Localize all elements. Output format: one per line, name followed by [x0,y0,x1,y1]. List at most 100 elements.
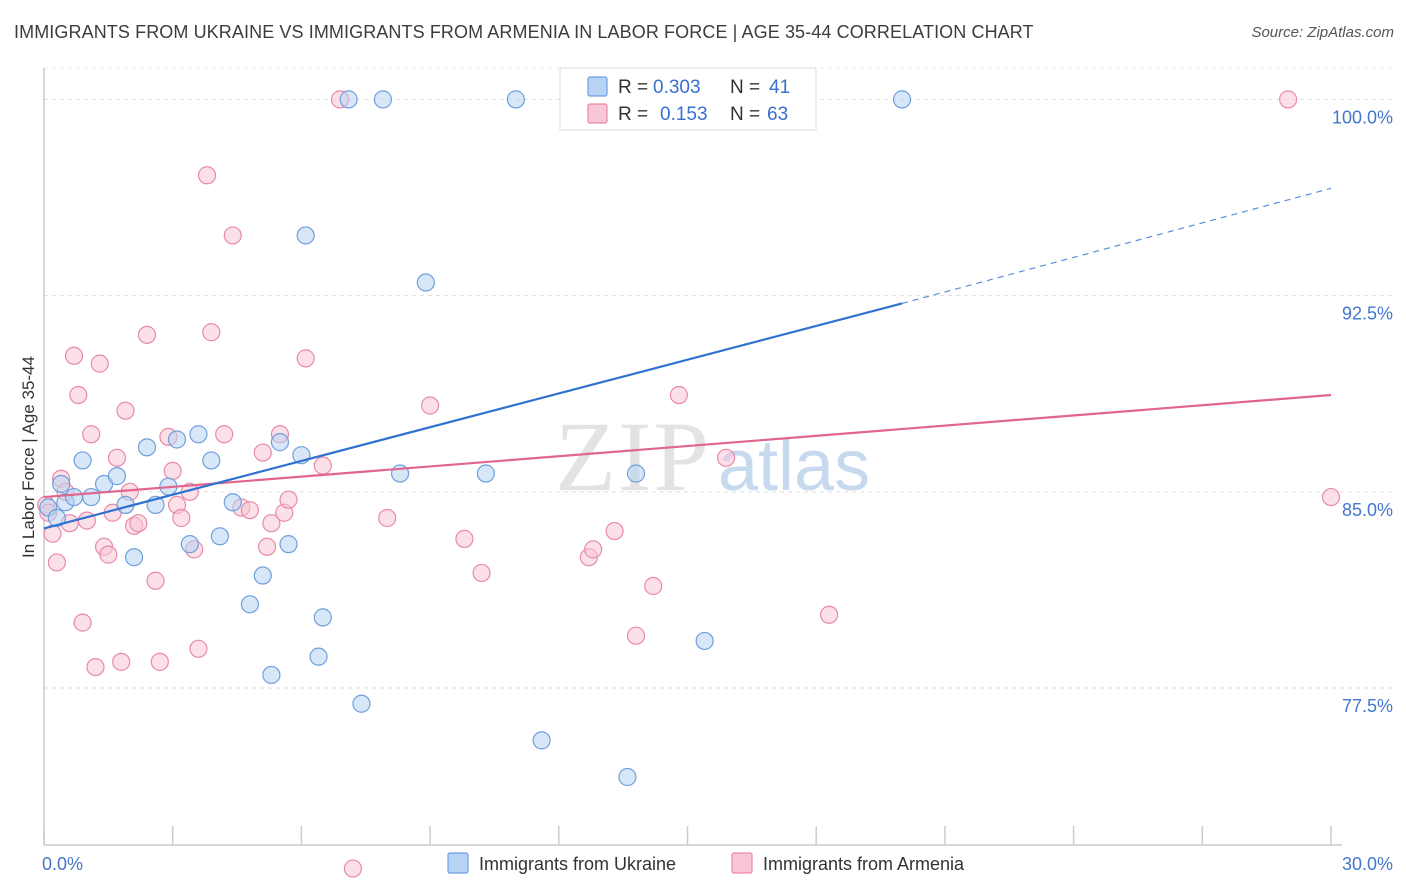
legend-swatch-armenia [587,103,608,124]
legend-n-value-armenia: 63 [767,104,788,125]
ukraine-point [202,451,221,470]
legend-r-value-ukraine: 0.303 [653,77,701,98]
ukraine-point [180,535,199,554]
armenia-point [146,571,165,590]
ukraine-point [223,493,242,512]
gridlines [44,67,1394,689]
top-legend: R = 0.303 N = 41 R = 0.153 N = 63 [559,67,817,131]
armenia-point [1278,90,1298,109]
armenia-point [253,443,272,462]
watermark: ZIP atlas [555,401,870,512]
chart-title: IMMIGRANTS FROM UKRAINE VS IMMIGRANTS FR… [14,22,1034,42]
ukraine-point [73,451,92,470]
ukraine-point [618,767,637,787]
armenia-point [215,425,234,444]
armenia-point [64,346,84,365]
y-tick-labels: 77.5% 85.0% 92.5% 100.0% [1332,107,1393,716]
ukraine-point [64,487,84,507]
y-tick-label: 77.5% [1342,696,1393,716]
ukraine-point [296,226,315,245]
armenia-point [189,639,208,658]
ukraine-point [167,430,187,449]
armenia-point [73,613,92,632]
watermark-zip: ZIP [555,401,711,512]
axes [43,68,1342,846]
armenia-point [343,859,362,878]
armenia-point [112,652,131,671]
armenia-point [296,349,315,368]
ukraine-point [309,647,328,666]
ukraine-point [416,273,435,292]
armenia-point [421,396,440,415]
ukraine-point [339,90,358,109]
armenia-point [150,652,169,671]
x-tick-label: 30.0% [1342,854,1393,874]
armenia-point [257,537,277,556]
legend-n-label-armenia: N = [730,104,760,125]
ukraine-point [279,535,298,554]
ukraine-point [313,608,332,627]
legend-r-value-armenia: 0.153 [660,104,708,125]
ukraine-trend-line [43,302,903,530]
armenia-point [129,514,148,533]
ukraine-point [47,508,66,528]
y-tick-label: 85.0% [1342,500,1393,520]
ukraine-point [892,90,912,109]
armenia-point [262,514,281,533]
armenia-point [197,166,217,185]
ukraine-points [39,90,912,787]
armenia-point [86,658,105,677]
x-tick-labels: 0.0% 30.0% [42,854,1393,874]
bottom-legend-label-armenia: Immigrants from Armenia [763,854,965,874]
armenia-point [455,529,474,549]
armenia-point [223,226,242,245]
bottom-legend-label-ukraine: Immigrants from Ukraine [479,854,676,874]
armenia-point [90,354,109,373]
ukraine-point [253,566,272,585]
armenia-point [107,448,127,467]
ukraine-point [506,90,526,109]
watermark-atlas: atlas [718,426,870,506]
armenia-point [82,425,101,444]
y-tick-label: 92.5% [1342,304,1393,324]
armenia-point [137,325,157,344]
legend-n-label-ukraine: N = [730,77,760,98]
x-tick-label: 0.0% [42,854,83,874]
y-tick-label: 100.0% [1332,107,1393,127]
armenia-point [819,605,839,624]
armenia-point [99,545,118,564]
legend-r-label-ukraine: R = [618,77,648,98]
armenia-point [163,461,182,480]
legend-swatch-ukraine [587,76,608,97]
armenia-point [202,323,221,342]
source-credit: Source: ZipAtlas.com [1251,24,1394,41]
legend-n-value-ukraine: 41 [769,77,790,98]
armenia-point [717,448,736,467]
armenia-point [240,501,260,520]
bottom-legend: Immigrants from Ukraine Immigrants from … [447,852,965,874]
ukraine-point [124,548,144,567]
armenia-trend-line [43,393,1332,499]
armenia-point [313,456,332,475]
bottom-legend-swatch-armenia [731,852,753,874]
ukraine-point [476,464,495,483]
ukraine-point [137,438,157,457]
trend-lines [43,187,1332,530]
armenia-point [172,508,191,528]
armenia-point [378,508,397,528]
armenia-point [279,490,298,509]
ukraine-point [210,527,229,546]
armenia-point [472,563,491,583]
armenia-point [47,553,66,572]
armenia-point [669,385,689,405]
bottom-legend-swatch-ukraine [447,852,469,874]
ukraine-point [626,464,646,483]
ukraine-point [695,631,714,651]
y-axis-label: In Labor Force | Age 35-44 [19,356,38,558]
x-ticks [43,826,1332,845]
ukraine-point [270,433,290,452]
ukraine-point [240,595,260,614]
ukraine-point [52,474,71,494]
armenia-point [116,401,135,420]
